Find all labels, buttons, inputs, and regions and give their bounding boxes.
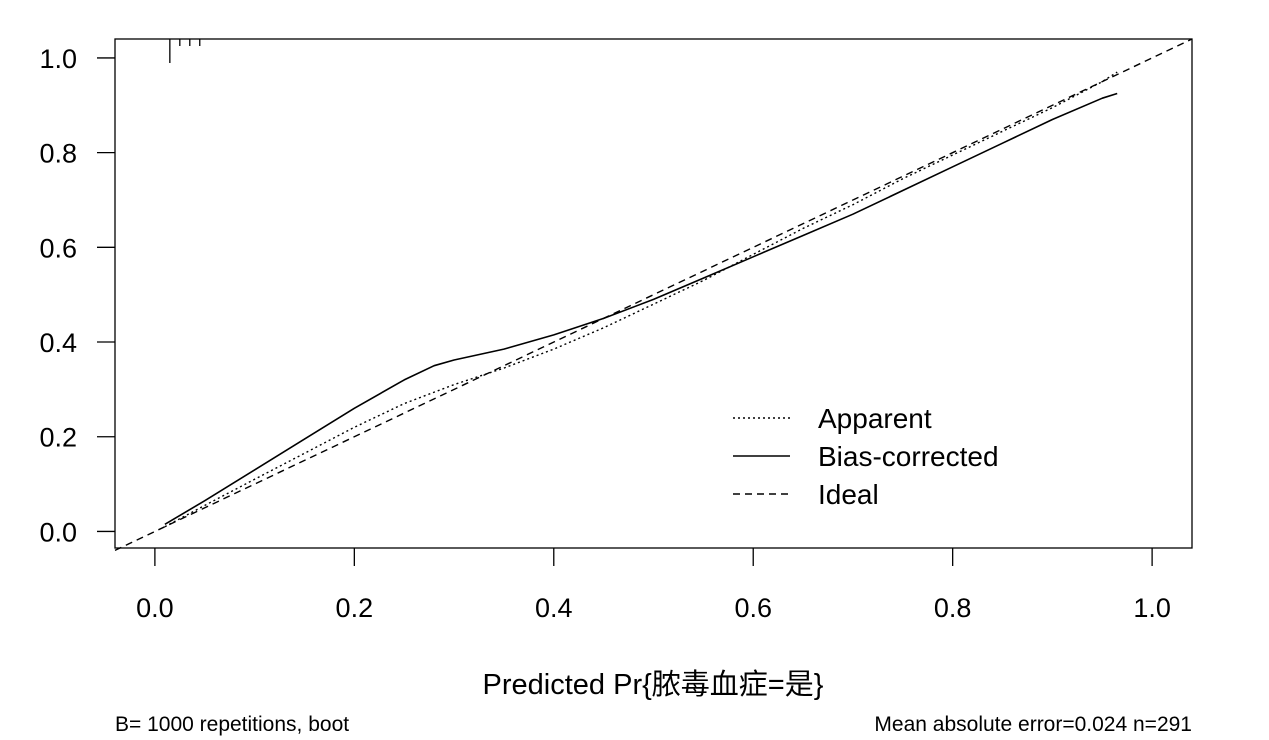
y-tick-label: 0.6 [39, 233, 77, 263]
legend: Apparent Bias-corrected Ideal [733, 403, 999, 510]
x-axis: 0.0 0.2 0.4 0.6 0.8 1.0 [136, 548, 1171, 623]
x-axis-title: Predicted Pr{脓毒血症=是} [483, 668, 824, 701]
y-tick-label: 0.2 [39, 423, 77, 453]
rug-marks [169, 39, 201, 63]
series-line-ideal [114, 38, 1193, 552]
y-axis: 0.0 0.2 0.4 0.6 0.8 1.0 [39, 44, 115, 547]
x-tick-label: 0.4 [535, 593, 573, 623]
legend-label-ideal: Ideal [818, 479, 879, 510]
x-tick-label: 1.0 [1133, 593, 1171, 623]
y-tick-label: 0.8 [39, 139, 77, 169]
x-tick-label: 0.8 [934, 593, 972, 623]
x-tick-label: 0.6 [734, 593, 772, 623]
series-line-bias-corrected [164, 92, 1118, 525]
footer-right-note: Mean absolute error=0.024 n=291 [874, 713, 1192, 736]
legend-label-apparent: Apparent [818, 403, 932, 434]
plot-frame [114, 38, 1193, 549]
y-tick-label: 0.0 [39, 517, 77, 547]
series-line-apparent [164, 71, 1118, 528]
y-tick-label: 0.4 [39, 328, 77, 358]
legend-label-bias-corrected: Bias-corrected [818, 441, 999, 472]
plot-area [114, 38, 1193, 552]
x-tick-label: 0.2 [336, 593, 374, 623]
x-tick-label: 0.0 [136, 593, 174, 623]
y-tick-label: 1.0 [39, 44, 77, 74]
footer-left-note: B= 1000 repetitions, boot [115, 713, 349, 736]
